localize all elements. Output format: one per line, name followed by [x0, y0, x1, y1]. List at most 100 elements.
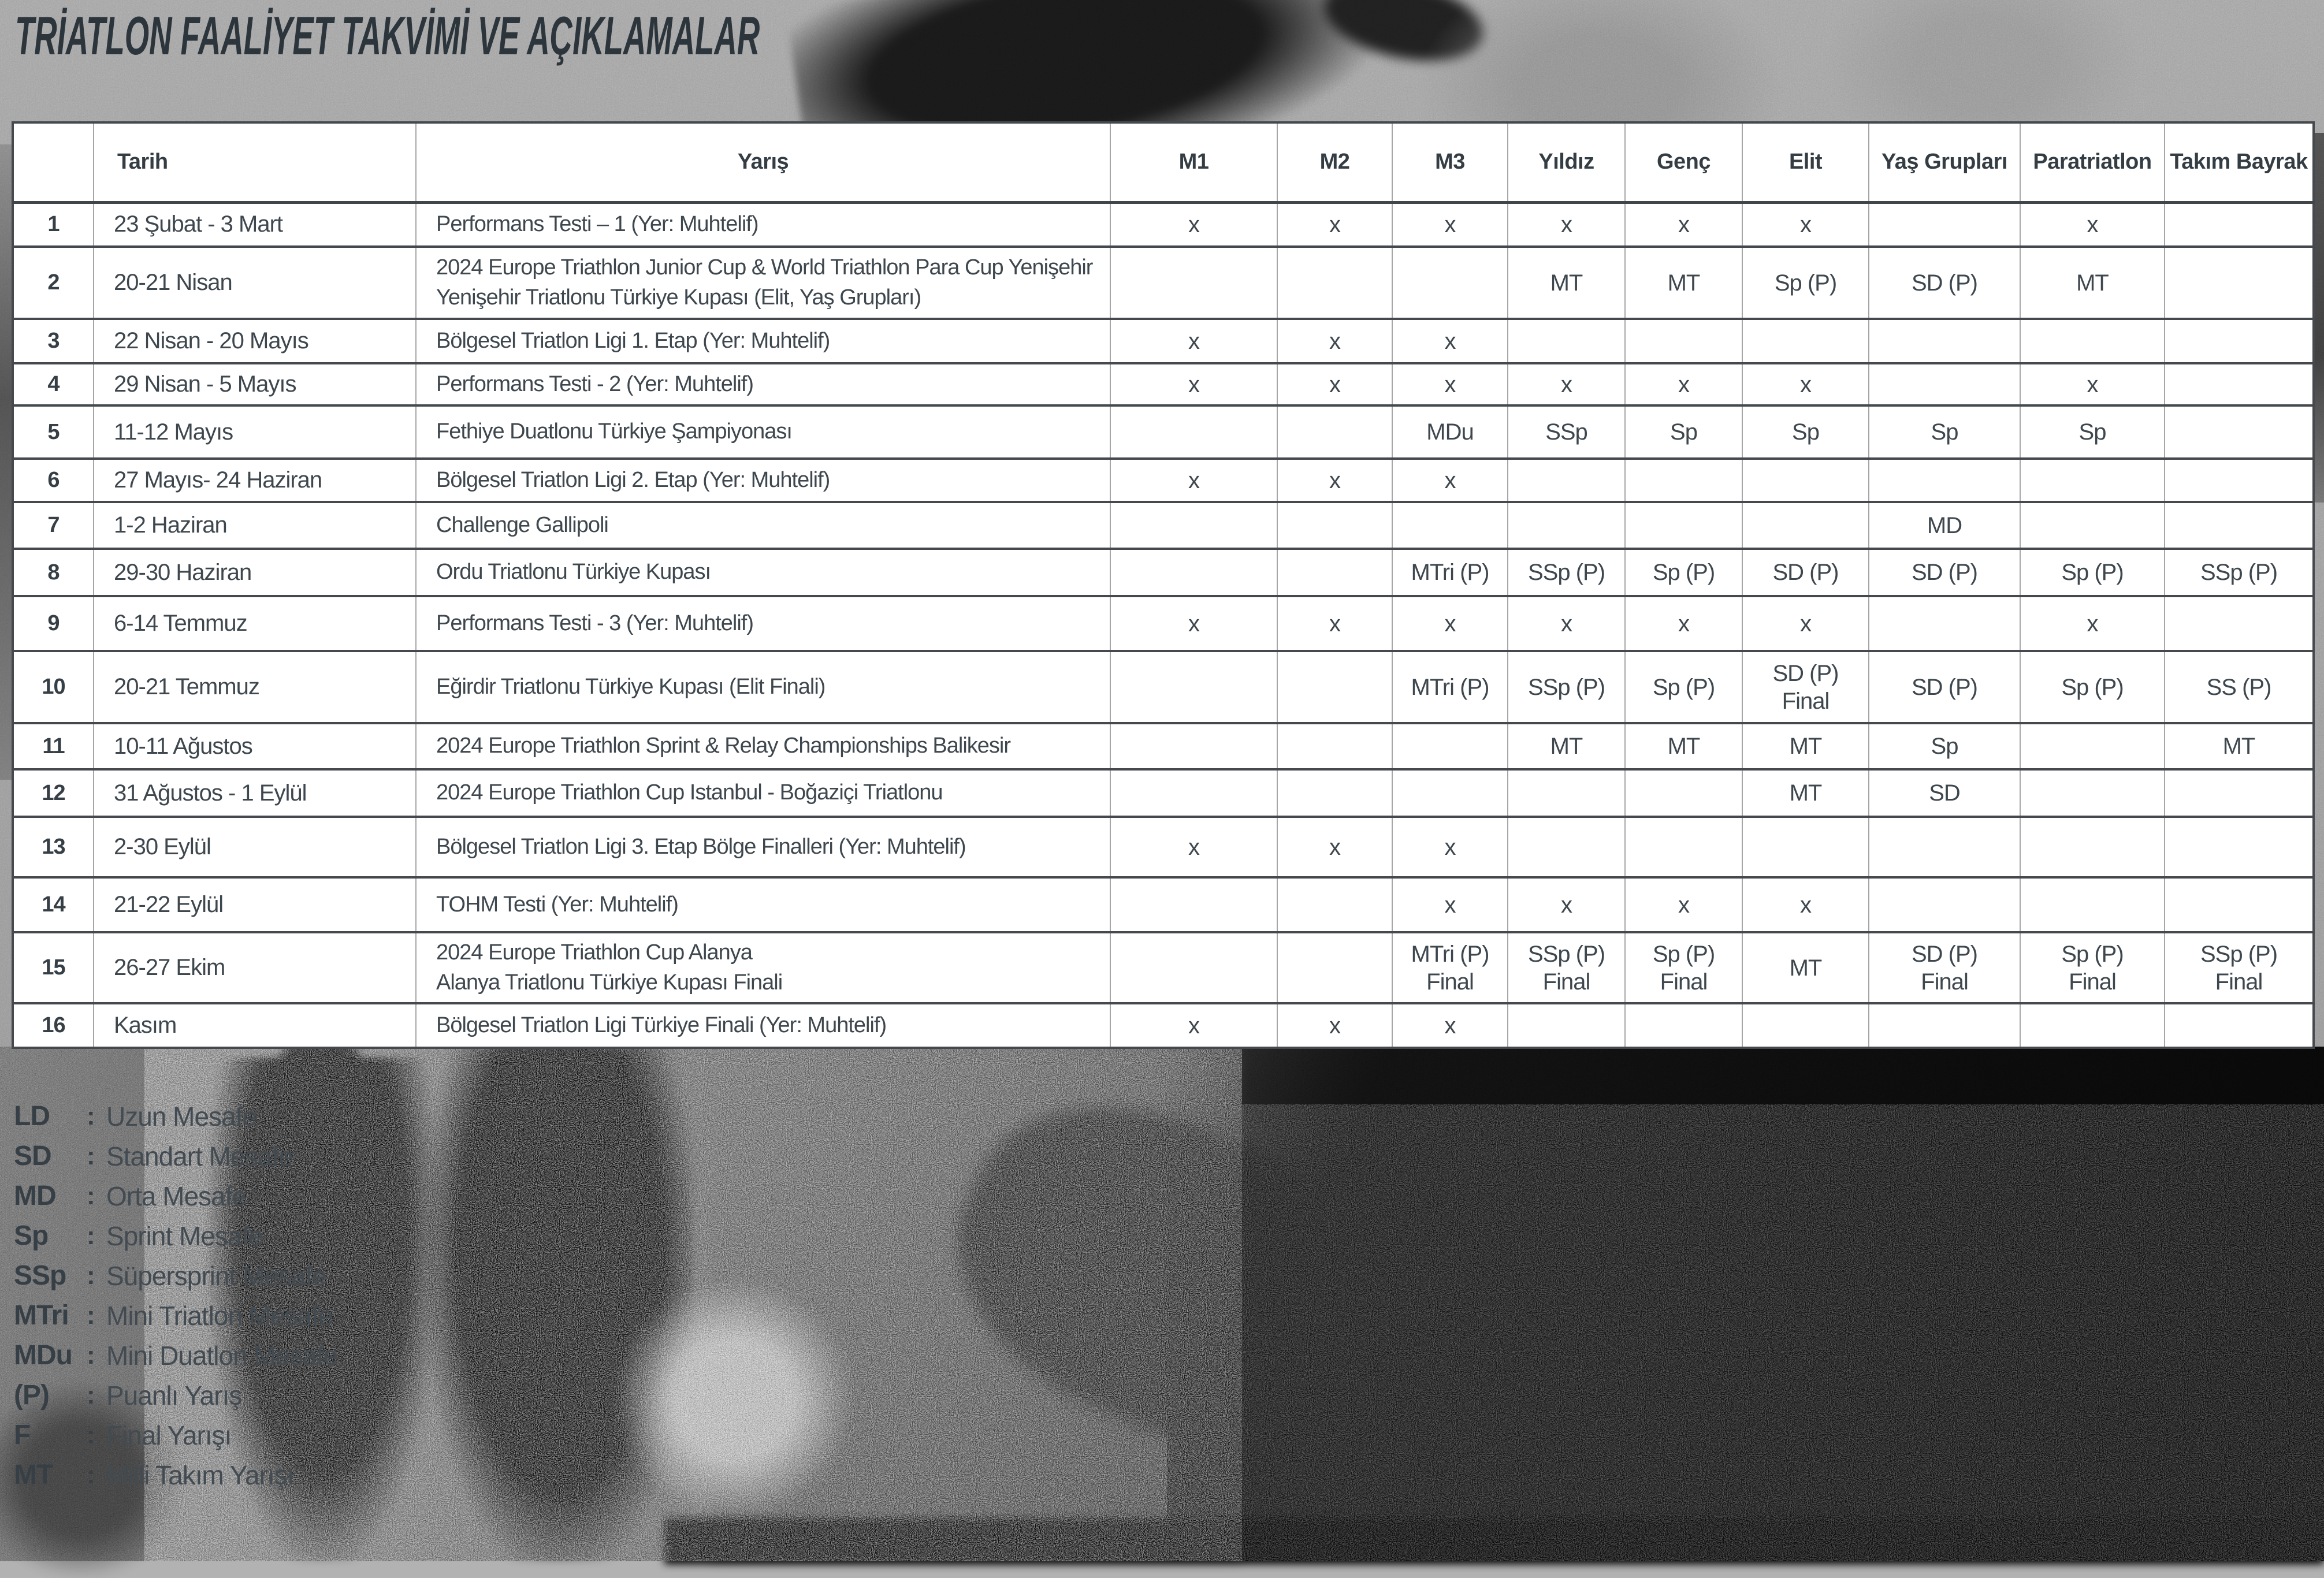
legend-item-f: F: Final Yarışı — [14, 1415, 337, 1455]
cell-elit — [1742, 318, 1869, 364]
cell-m3: x — [1392, 816, 1508, 879]
cell-takim-bayrak — [2164, 768, 2314, 818]
cell-yaris: Bölgesel Triatlon Ligi 3. Etap Bölge Fin… — [415, 816, 1111, 879]
table-row: 6 27 Mayıs- 24 Haziran Bölgesel Triatlon L… — [12, 457, 2314, 503]
legend: LD: Uzun Mesafe SD: Standart Mesafe MD: Orta … — [14, 1096, 338, 1495]
legend-colon: : — [87, 1261, 95, 1290]
column-header-paratriatlon: Paratriatlon — [2020, 121, 2165, 204]
cell-yildiz: x — [1507, 876, 1626, 933]
cell-m1 — [1110, 650, 1278, 724]
cell-tarih: 1-2 Haziran — [93, 501, 417, 550]
cell-elit: x — [1742, 362, 1869, 407]
cell-m2: x — [1277, 362, 1393, 407]
cell-tarih: 10-11 Ağustos — [93, 722, 417, 771]
cell-yildiz — [1507, 1002, 1626, 1049]
cell-elit: MT — [1742, 722, 1869, 771]
cell-tarih: 26-27 Ekim — [93, 931, 417, 1004]
cell-m1 — [1110, 548, 1278, 597]
cell-m1 — [1110, 876, 1278, 933]
cell-no: 15 — [12, 931, 94, 1004]
legend-colon: : — [87, 1380, 95, 1409]
cell-yildiz — [1507, 501, 1626, 550]
cell-m2 — [1277, 931, 1393, 1004]
cell-no: 10 — [12, 650, 94, 724]
cell-paratriatlon — [2020, 876, 2165, 933]
cell-tarih: 29-30 Haziran — [93, 548, 417, 597]
cell-tarih: 31 Ağustos - 1 Eylül — [93, 768, 417, 818]
legend-item-ssp: SSp: Süpersprint Mesafe — [14, 1256, 337, 1296]
legend-item-mt: MT: Milli Takım Yarışı — [14, 1455, 337, 1495]
legend-desc: Mini Duatlon Mesafe — [106, 1340, 338, 1371]
cell-genc: MT — [1624, 722, 1743, 771]
cell-elit: Sp (P) — [1742, 245, 1869, 320]
cell-elit: SD (P) — [1742, 548, 1869, 597]
cell-yaris: Bölgesel Triatlon Ligi Türkiye Finali (Y… — [415, 1002, 1111, 1049]
cell-tarih: 29 Nisan - 5 Mayıs — [93, 362, 417, 407]
cell-tarih: 2-30 Eylül — [93, 816, 417, 879]
table-row: 9 6-14 Temmuz Performans Testi - 3 (Yer: M… — [12, 595, 2314, 652]
cell-no: 5 — [12, 404, 94, 460]
column-header-takim-bayrak: Takım Bayrak — [2164, 121, 2314, 204]
cell-genc — [1624, 457, 1743, 503]
cell-elit: x — [1742, 201, 1869, 248]
table-row: 15 26-27 Ekim 2024 Europe Triathlon Cup Al… — [12, 931, 2314, 1004]
cell-m1 — [1110, 501, 1278, 550]
cell-paratriatlon — [2020, 457, 2165, 503]
cell-m2: x — [1277, 816, 1393, 879]
legend-desc: Standart Mesafe — [106, 1141, 293, 1171]
cell-m1: x — [1110, 457, 1278, 503]
table-row: 1 23 Şubat - 3 Mart Performans Testi – 1 (… — [12, 201, 2314, 248]
legend-desc: Puanlı Yarış — [106, 1380, 242, 1410]
cell-yas-gruplari: SD — [1868, 768, 2021, 818]
cell-takim-bayrak — [2164, 318, 2314, 364]
legend-colon: : — [87, 1181, 95, 1210]
cell-m3: MTri (P) — [1392, 650, 1508, 724]
cell-takim-bayrak: MT — [2164, 722, 2314, 771]
cell-yas-gruplari — [1868, 201, 2021, 248]
cell-yaris: Eğirdir Triatlonu Türkiye Kupası (Elit F… — [415, 650, 1111, 724]
cell-m2: x — [1277, 1002, 1393, 1049]
cell-elit — [1742, 816, 1869, 879]
legend-desc: Orta Mesafe — [106, 1181, 247, 1211]
legend-item-p: (P): Puanlı Yarış — [14, 1375, 337, 1415]
legend-item-sd: SD: Standart Mesafe — [14, 1136, 337, 1176]
cell-yas-gruplari: SD (P) — [1868, 650, 2021, 724]
cell-yildiz: SSp (P) — [1507, 650, 1626, 724]
cell-takim-bayrak — [2164, 404, 2314, 460]
cell-paratriatlon: MT — [2020, 245, 2165, 320]
legend-abbr: (P) — [14, 1380, 50, 1410]
cell-m1: x — [1110, 362, 1278, 407]
cell-yas-gruplari — [1868, 816, 2021, 879]
cell-m2 — [1277, 245, 1393, 320]
cell-tarih: 6-14 Temmuz — [93, 595, 417, 652]
cell-yaris: Performans Testi - 2 (Yer: Muhtelif) — [415, 362, 1111, 407]
table-row: 2 20-21 Nisan 2024 Europe Triathlon Junior… — [12, 245, 2314, 320]
cell-yas-gruplari — [1868, 318, 2021, 364]
cell-m1 — [1110, 931, 1278, 1004]
cell-paratriatlon: x — [2020, 362, 2165, 407]
column-header-genc: Genç — [1624, 121, 1743, 204]
cell-no: 2 — [12, 245, 94, 320]
table-row: 8 29-30 Haziran Ordu Triatlonu Türkiye Kup… — [12, 548, 2314, 597]
cell-elit: x — [1742, 876, 1869, 933]
cell-m2: x — [1277, 595, 1393, 652]
cell-tarih: 20-21 Temmuz — [93, 650, 417, 724]
cell-yas-gruplari: SD (P) — [1868, 245, 2021, 320]
cell-takim-bayrak — [2164, 457, 2314, 503]
cell-takim-bayrak — [2164, 876, 2314, 933]
cell-m3 — [1392, 245, 1508, 320]
cell-yildiz: SSp — [1507, 404, 1626, 460]
table-row: 12 31 Ağustos - 1 Eylül 2024 Europe Triath… — [12, 768, 2314, 818]
cell-m1: x — [1110, 318, 1278, 364]
water-spray-speckles — [144, 1047, 1242, 1561]
cell-yildiz — [1507, 768, 1626, 818]
cell-m2 — [1277, 404, 1393, 460]
cell-yildiz: SSp (P) — [1507, 548, 1626, 597]
legend-colon: : — [87, 1101, 95, 1130]
cell-yaris: 2024 Europe Triathlon Cup Alanya Alanya … — [415, 931, 1111, 1004]
cell-yas-gruplari — [1868, 457, 2021, 503]
cell-m3: x — [1392, 595, 1508, 652]
cell-m1: x — [1110, 1002, 1278, 1049]
cell-no: 13 — [12, 816, 94, 879]
legend-abbr: MT — [14, 1460, 53, 1490]
